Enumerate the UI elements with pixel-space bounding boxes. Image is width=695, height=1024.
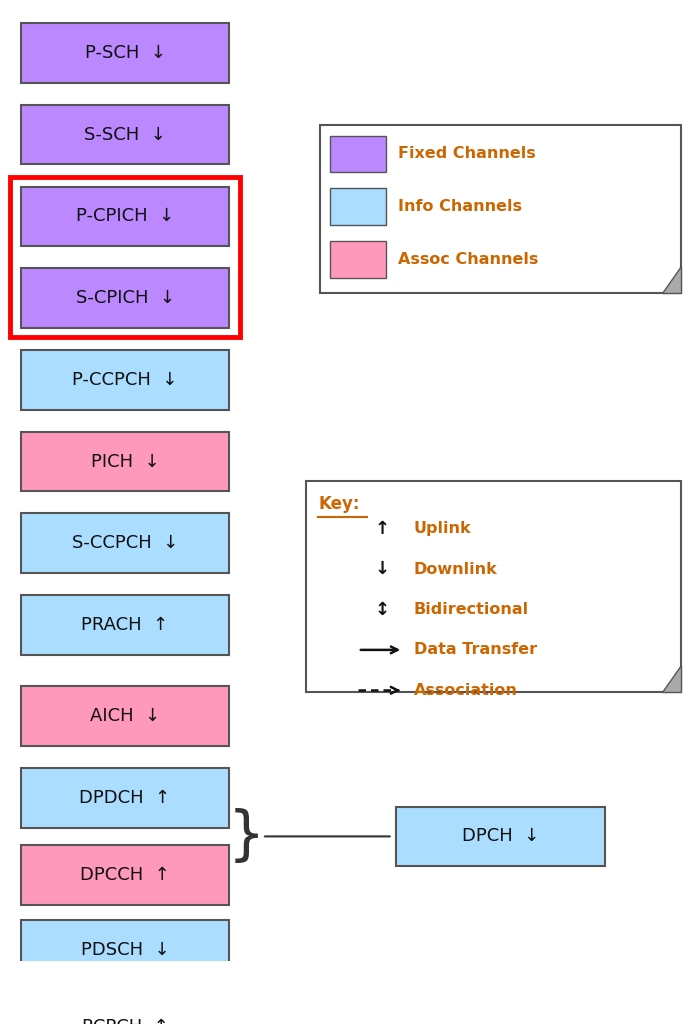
Text: DPCCH  ↑: DPCCH ↑ <box>80 866 170 884</box>
Text: P-CPICH  ↓: P-CPICH ↓ <box>76 207 174 225</box>
FancyBboxPatch shape <box>21 186 229 246</box>
Text: }: } <box>228 808 265 865</box>
FancyBboxPatch shape <box>21 686 229 746</box>
Text: PCPCH  ↑: PCPCH ↑ <box>82 1018 168 1024</box>
Text: ↓: ↓ <box>375 560 390 579</box>
Text: AICH  ↓: AICH ↓ <box>90 708 161 725</box>
Text: Info Channels: Info Channels <box>398 200 522 214</box>
Text: ↑: ↑ <box>375 520 390 538</box>
FancyBboxPatch shape <box>21 595 229 654</box>
FancyBboxPatch shape <box>21 24 229 83</box>
Text: Key:: Key: <box>318 495 360 513</box>
FancyBboxPatch shape <box>21 513 229 573</box>
FancyBboxPatch shape <box>21 768 229 827</box>
Polygon shape <box>662 266 681 293</box>
Text: DPDCH  ↑: DPDCH ↑ <box>79 788 171 807</box>
Text: Association: Association <box>414 683 517 697</box>
Text: Uplink: Uplink <box>414 521 471 537</box>
Text: S-CCPCH  ↓: S-CCPCH ↓ <box>72 535 179 552</box>
Text: Downlink: Downlink <box>414 561 498 577</box>
FancyBboxPatch shape <box>330 242 386 278</box>
Polygon shape <box>662 666 681 692</box>
Text: Data Transfer: Data Transfer <box>414 642 537 657</box>
FancyBboxPatch shape <box>21 104 229 165</box>
FancyBboxPatch shape <box>21 997 229 1024</box>
FancyBboxPatch shape <box>21 432 229 492</box>
FancyBboxPatch shape <box>396 807 605 866</box>
Text: PDSCH  ↓: PDSCH ↓ <box>81 941 170 958</box>
Text: PRACH  ↑: PRACH ↑ <box>81 615 169 634</box>
Text: S-SCH  ↓: S-SCH ↓ <box>84 126 166 143</box>
FancyBboxPatch shape <box>21 268 229 328</box>
Text: Fixed Channels: Fixed Channels <box>398 146 536 162</box>
Text: P-CCPCH  ↓: P-CCPCH ↓ <box>72 371 178 389</box>
Text: S-CPICH  ↓: S-CPICH ↓ <box>76 289 174 307</box>
FancyBboxPatch shape <box>21 350 229 410</box>
FancyBboxPatch shape <box>21 845 229 904</box>
FancyBboxPatch shape <box>21 920 229 980</box>
FancyBboxPatch shape <box>306 480 681 692</box>
Text: P-SCH  ↓: P-SCH ↓ <box>85 44 165 61</box>
Text: DPCH  ↓: DPCH ↓ <box>461 827 539 846</box>
Text: Bidirectional: Bidirectional <box>414 602 529 617</box>
FancyBboxPatch shape <box>330 135 386 172</box>
FancyBboxPatch shape <box>320 125 681 293</box>
Text: Assoc Channels: Assoc Channels <box>398 252 539 267</box>
Text: PICH  ↓: PICH ↓ <box>91 453 159 470</box>
FancyBboxPatch shape <box>330 188 386 225</box>
Text: ↕: ↕ <box>375 600 390 618</box>
